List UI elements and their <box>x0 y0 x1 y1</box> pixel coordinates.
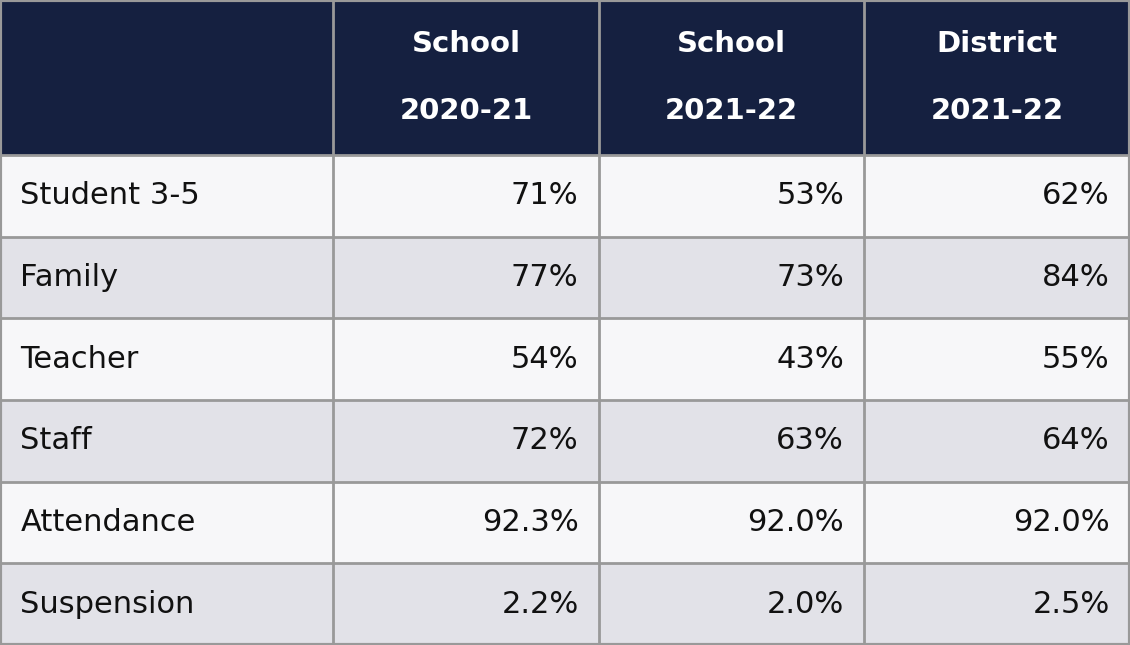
Bar <box>0 563 333 645</box>
Text: 2021-22: 2021-22 <box>666 97 798 125</box>
Bar <box>0 237 333 319</box>
Text: 55%: 55% <box>1042 344 1110 373</box>
Bar <box>333 155 599 237</box>
Bar <box>333 319 599 400</box>
Bar <box>864 0 1130 155</box>
Text: District: District <box>937 30 1058 58</box>
Text: 2020-21: 2020-21 <box>400 97 532 125</box>
Text: 2021-22: 2021-22 <box>931 97 1063 125</box>
Text: 73%: 73% <box>776 263 844 292</box>
Bar <box>0 0 333 155</box>
Bar <box>864 319 1130 400</box>
Bar <box>599 319 864 400</box>
Bar <box>333 237 599 319</box>
Bar <box>599 563 864 645</box>
Text: 63%: 63% <box>776 426 844 455</box>
Text: Attendance: Attendance <box>20 508 195 537</box>
Text: 92.0%: 92.0% <box>747 508 844 537</box>
Text: Student 3-5: Student 3-5 <box>20 181 200 210</box>
Bar <box>0 155 333 237</box>
Bar <box>333 482 599 563</box>
Bar <box>864 482 1130 563</box>
Bar <box>599 0 864 155</box>
Text: School: School <box>677 30 786 58</box>
Text: 2.0%: 2.0% <box>767 590 844 619</box>
Bar <box>599 400 864 482</box>
Text: School: School <box>411 30 521 58</box>
Bar <box>0 400 333 482</box>
Bar <box>864 400 1130 482</box>
Text: 2.2%: 2.2% <box>502 590 579 619</box>
Text: 53%: 53% <box>776 181 844 210</box>
Text: 77%: 77% <box>511 263 579 292</box>
Bar <box>333 0 599 155</box>
Text: 72%: 72% <box>511 426 579 455</box>
Bar <box>864 237 1130 319</box>
Text: Teacher: Teacher <box>20 344 139 373</box>
Text: 54%: 54% <box>511 344 579 373</box>
Bar <box>0 319 333 400</box>
Bar <box>599 237 864 319</box>
Bar <box>599 482 864 563</box>
Bar <box>333 400 599 482</box>
Text: 84%: 84% <box>1042 263 1110 292</box>
Bar <box>864 155 1130 237</box>
Bar <box>599 155 864 237</box>
Text: Family: Family <box>20 263 119 292</box>
Text: Suspension: Suspension <box>20 590 194 619</box>
Text: 92.3%: 92.3% <box>481 508 579 537</box>
Text: 92.0%: 92.0% <box>1012 508 1110 537</box>
Bar <box>864 563 1130 645</box>
Bar <box>333 563 599 645</box>
Text: 71%: 71% <box>511 181 579 210</box>
Text: 2.5%: 2.5% <box>1033 590 1110 619</box>
Bar <box>0 482 333 563</box>
Text: 62%: 62% <box>1042 181 1110 210</box>
Text: Staff: Staff <box>20 426 92 455</box>
Text: 43%: 43% <box>776 344 844 373</box>
Text: 64%: 64% <box>1042 426 1110 455</box>
